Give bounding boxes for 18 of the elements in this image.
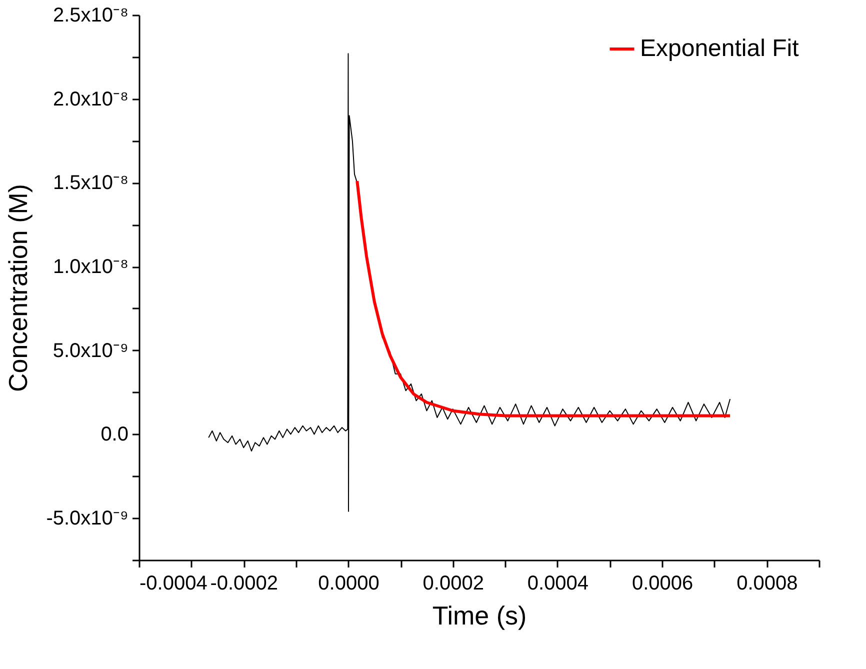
- x-tick-label: 0.0002: [422, 572, 484, 594]
- x-tick-label: 0.0004: [527, 572, 589, 594]
- y-tick-label: 2.0x10⁻⁸: [53, 88, 128, 110]
- y-tick-label: -5.0x10⁻⁹: [46, 508, 128, 530]
- x-axis-title: Time (s): [432, 600, 527, 630]
- line-series: [356, 180, 732, 418]
- y-tick-label: 2.5x10⁻⁸: [53, 4, 128, 26]
- y-tick-label: 0.0: [100, 424, 128, 446]
- x-tick-label: 0.0006: [632, 572, 694, 594]
- x-tick-label: -0.0002: [210, 572, 278, 594]
- x-tick-label: -0.0004: [140, 572, 208, 594]
- y-tick-label: 1.5x10⁻⁸: [53, 172, 128, 194]
- y-tick-label: 1.0x10⁻⁸: [53, 256, 128, 278]
- y-axis-title: Concentration (M): [3, 184, 34, 392]
- legend-label: Exponential Fit: [640, 35, 800, 62]
- x-tick-label: 0.0000: [318, 572, 380, 594]
- x-tick-label: 0.0008: [736, 572, 798, 594]
- y-tick-label: 5.0x10⁻⁹: [52, 340, 128, 362]
